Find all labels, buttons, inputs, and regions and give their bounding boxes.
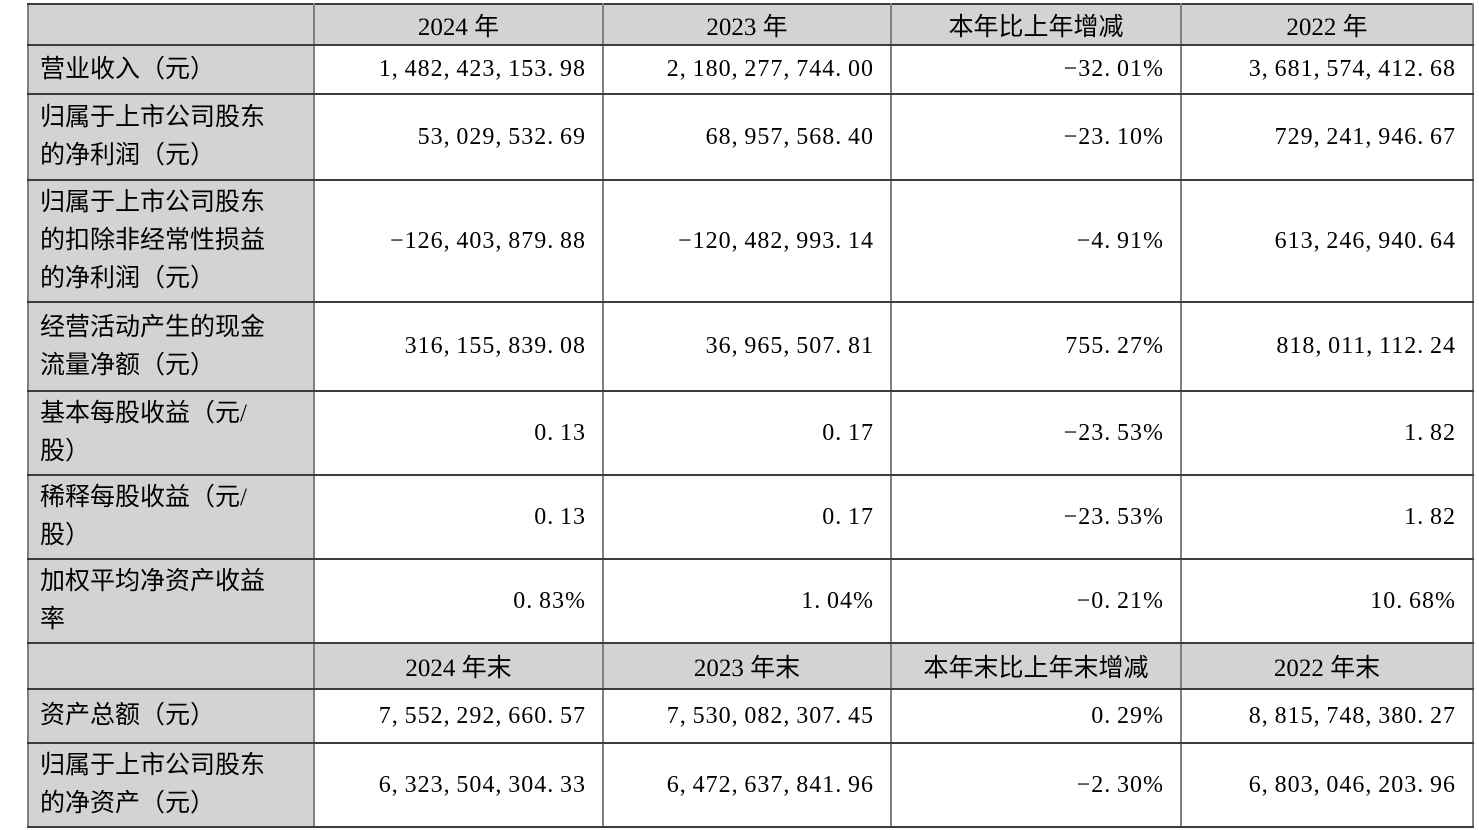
section1-header-row: 2024 年 2023 年 本年比上年增减 2022 年 xyxy=(27,3,1474,46)
value-cell: 53, 029, 532. 69 xyxy=(313,93,604,181)
col-header-yoy-change: 本年比上年增减 xyxy=(890,3,1182,46)
value-cell: 7, 552, 292, 660. 57 xyxy=(313,688,604,744)
value-cell: −32. 01% xyxy=(890,44,1182,95)
row-label: 归属于上市公司股东 的净利润（元） xyxy=(27,93,315,181)
financial-summary-table: 2024 年 2023 年 本年比上年增减 2022 年 营业收入（元） 1, … xyxy=(27,3,1474,828)
value-cell: 1. 04% xyxy=(602,558,892,644)
value-cell: 613, 246, 940. 64 xyxy=(1180,179,1474,303)
row-label: 营业收入（元） xyxy=(27,44,315,95)
value-cell: −120, 482, 993. 14 xyxy=(602,179,892,303)
table-row-net-profit: 归属于上市公司股东 的净利润（元） 53, 029, 532. 69 68, 9… xyxy=(27,93,1474,181)
value-cell: 10. 68% xyxy=(1180,558,1474,644)
value-cell: 3, 681, 574, 412. 68 xyxy=(1180,44,1474,95)
value-cell: 6, 803, 046, 203. 96 xyxy=(1180,742,1474,828)
value-cell: −126, 403, 879. 88 xyxy=(313,179,604,303)
row-label: 经营活动产生的现金 流量净额（元） xyxy=(27,301,315,392)
table-row-basic-eps: 基本每股收益（元/ 股） 0. 13 0. 17 −23. 53% 1. 82 xyxy=(27,390,1474,476)
col-header-2022-end: 2022 年末 xyxy=(1180,642,1474,690)
value-cell: 0. 13 xyxy=(313,474,604,560)
value-cell: 0. 13 xyxy=(313,390,604,476)
col-header-2024-end: 2024 年末 xyxy=(313,642,604,690)
value-cell: 0. 83% xyxy=(313,558,604,644)
table-row-diluted-eps: 稀释每股收益（元/ 股） 0. 13 0. 17 −23. 53% 1. 82 xyxy=(27,474,1474,560)
value-cell: −4. 91% xyxy=(890,179,1182,303)
col-header-2023: 2023 年 xyxy=(602,3,892,46)
value-cell: 818, 011, 112. 24 xyxy=(1180,301,1474,392)
value-cell: −23. 53% xyxy=(890,474,1182,560)
value-cell: 316, 155, 839. 08 xyxy=(313,301,604,392)
row-label: 基本每股收益（元/ 股） xyxy=(27,390,315,476)
value-cell: 1, 482, 423, 153. 98 xyxy=(313,44,604,95)
table-row-weighted-avg-roe: 加权平均净资产收益 率 0. 83% 1. 04% −0. 21% 10. 68… xyxy=(27,558,1474,644)
col-header-2024: 2024 年 xyxy=(313,3,604,46)
value-cell: 6, 472, 637, 841. 96 xyxy=(602,742,892,828)
value-cell: 0. 29% xyxy=(890,688,1182,744)
col-header-2022: 2022 年 xyxy=(1180,3,1474,46)
row-label: 资产总额（元） xyxy=(27,688,315,744)
value-cell: 2, 180, 277, 744. 00 xyxy=(602,44,892,95)
value-cell: 68, 957, 568. 40 xyxy=(602,93,892,181)
value-cell: −2. 30% xyxy=(890,742,1182,828)
row-label: 归属于上市公司股东 的扣除非经常性损益 的净利润（元） xyxy=(27,179,315,303)
value-cell: 1. 82 xyxy=(1180,390,1474,476)
corner-cell xyxy=(27,3,315,46)
value-cell: 36, 965, 507. 81 xyxy=(602,301,892,392)
value-cell: 0. 17 xyxy=(602,474,892,560)
table-row-operating-cash-flow: 经营活动产生的现金 流量净额（元） 316, 155, 839. 08 36, … xyxy=(27,301,1474,392)
row-label: 加权平均净资产收益 率 xyxy=(27,558,315,644)
value-cell: −23. 10% xyxy=(890,93,1182,181)
col-header-2023-end: 2023 年末 xyxy=(602,642,892,690)
value-cell: 755. 27% xyxy=(890,301,1182,392)
value-cell: −0. 21% xyxy=(890,558,1182,644)
table-row-operating-revenue: 营业收入（元） 1, 482, 423, 153. 98 2, 180, 277… xyxy=(27,44,1474,95)
table-row-net-assets: 归属于上市公司股东 的净资产（元） 6, 323, 504, 304. 33 6… xyxy=(27,742,1474,828)
value-cell: 6, 323, 504, 304. 33 xyxy=(313,742,604,828)
corner-cell xyxy=(27,642,315,690)
value-cell: 729, 241, 946. 67 xyxy=(1180,93,1474,181)
table-row-total-assets: 资产总额（元） 7, 552, 292, 660. 57 7, 530, 082… xyxy=(27,688,1474,744)
value-cell: 7, 530, 082, 307. 45 xyxy=(602,688,892,744)
col-header-yearend-change: 本年末比上年末增减 xyxy=(890,642,1182,690)
row-label: 稀释每股收益（元/ 股） xyxy=(27,474,315,560)
value-cell: 0. 17 xyxy=(602,390,892,476)
row-label: 归属于上市公司股东 的净资产（元） xyxy=(27,742,315,828)
value-cell: −23. 53% xyxy=(890,390,1182,476)
section2-header-row: 2024 年末 2023 年末 本年末比上年末增减 2022 年末 xyxy=(27,642,1474,690)
table-row-net-profit-excl-nonrecurring: 归属于上市公司股东 的扣除非经常性损益 的净利润（元） −126, 403, 8… xyxy=(27,179,1474,303)
value-cell: 1. 82 xyxy=(1180,474,1474,560)
value-cell: 8, 815, 748, 380. 27 xyxy=(1180,688,1474,744)
